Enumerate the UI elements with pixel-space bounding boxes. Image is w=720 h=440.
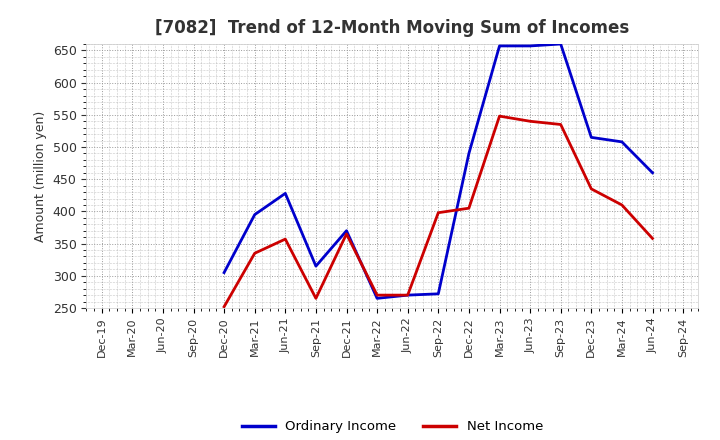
Net Income — [251, 251, 259, 256]
Net Income — [373, 293, 382, 298]
Ordinary Income — [342, 228, 351, 233]
Net Income — [587, 186, 595, 191]
Title: [7082]  Trend of 12-Month Moving Sum of Incomes: [7082] Trend of 12-Month Moving Sum of I… — [156, 19, 629, 37]
Net Income — [557, 122, 565, 127]
Ordinary Income — [464, 151, 473, 156]
Ordinary Income — [434, 291, 443, 297]
Legend: Ordinary Income, Net Income: Ordinary Income, Net Income — [237, 415, 548, 439]
Ordinary Income — [373, 296, 382, 301]
Y-axis label: Amount (million yen): Amount (million yen) — [34, 110, 47, 242]
Net Income — [618, 202, 626, 208]
Ordinary Income — [281, 191, 289, 196]
Net Income — [434, 210, 443, 215]
Ordinary Income — [557, 41, 565, 47]
Net Income — [403, 293, 412, 298]
Line: Ordinary Income: Ordinary Income — [224, 44, 652, 298]
Line: Net Income: Net Income — [224, 116, 652, 307]
Ordinary Income — [312, 264, 320, 269]
Ordinary Income — [526, 43, 534, 48]
Ordinary Income — [495, 43, 504, 48]
Net Income — [220, 304, 228, 309]
Ordinary Income — [220, 270, 228, 275]
Ordinary Income — [587, 135, 595, 140]
Net Income — [526, 119, 534, 124]
Net Income — [281, 236, 289, 242]
Net Income — [648, 236, 657, 241]
Net Income — [464, 205, 473, 211]
Net Income — [495, 114, 504, 119]
Ordinary Income — [403, 293, 412, 298]
Ordinary Income — [618, 139, 626, 144]
Net Income — [312, 296, 320, 301]
Net Income — [342, 231, 351, 237]
Ordinary Income — [648, 170, 657, 176]
Ordinary Income — [251, 212, 259, 217]
